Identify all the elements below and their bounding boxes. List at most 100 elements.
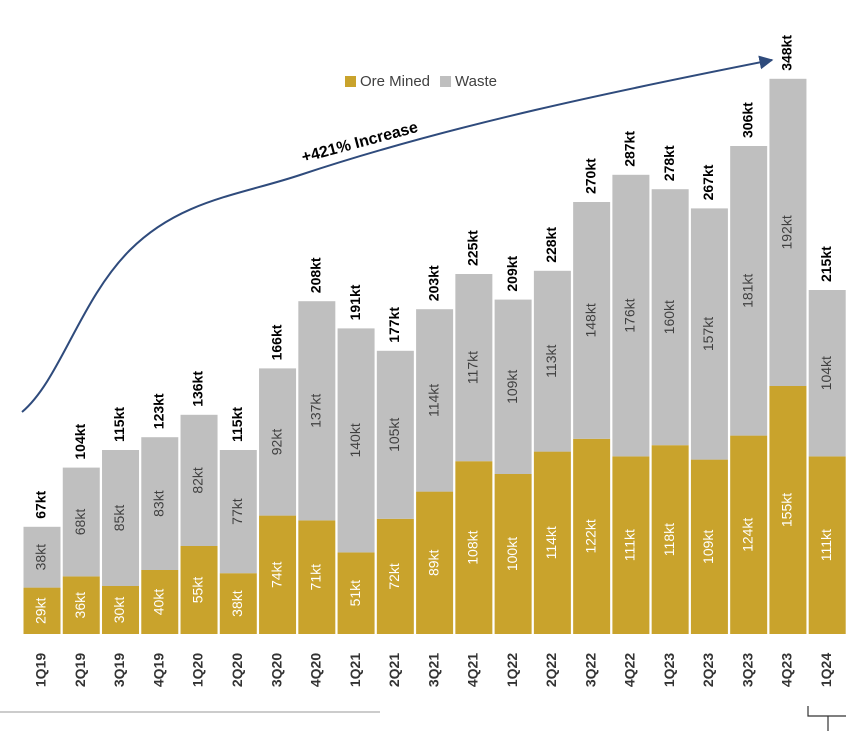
data-label: 38kt: [229, 590, 245, 617]
x-tick-label: 4Q20: [308, 653, 324, 687]
x-tick-label: 3Q21: [425, 653, 441, 687]
data-label: 105kt: [386, 418, 402, 452]
x-tick-label: 3Q22: [582, 653, 598, 687]
x-tick-label: 3Q19: [111, 653, 127, 687]
total-label: 270kt: [582, 158, 598, 194]
data-label: 55kt: [190, 577, 206, 604]
bar-segment: [612, 174, 650, 457]
data-label: 92kt: [268, 429, 284, 456]
data-label: 36kt: [72, 592, 88, 619]
bar-segment: [533, 451, 571, 634]
bar-segment: [219, 450, 257, 574]
data-label: 109kt: [504, 370, 520, 404]
x-tick-label: 3Q20: [268, 653, 284, 687]
bar-segment: [494, 299, 532, 474]
data-label: 181kt: [739, 274, 755, 308]
bar-segment: [376, 350, 414, 519]
x-tick-label: 1Q22: [504, 653, 520, 687]
bar-segment: [808, 456, 846, 634]
data-label: 40kt: [150, 589, 166, 616]
bar-segment: [573, 438, 611, 634]
data-label: 160kt: [661, 300, 677, 334]
bar-segment: [62, 576, 100, 634]
bar-segment: [376, 518, 414, 634]
x-tick-label: 4Q23: [779, 653, 795, 687]
x-tick-label: 1Q24: [818, 653, 834, 687]
total-label: 177kt: [386, 307, 402, 343]
x-tick-label: 1Q20: [190, 653, 206, 687]
bar-segment: [808, 290, 846, 457]
x-tick-label: 1Q19: [33, 653, 49, 687]
data-label: 117kt: [465, 351, 481, 384]
data-label: 29kt: [33, 597, 49, 624]
data-label: 155kt: [779, 493, 795, 527]
total-label: 267kt: [700, 164, 716, 200]
data-label: 122kt: [582, 519, 598, 553]
total-label: 115kt: [111, 407, 127, 442]
legend-label: Waste: [455, 73, 497, 90]
legend-swatch: [345, 76, 356, 87]
x-tick-label: 1Q23: [661, 653, 677, 687]
data-label: 148kt: [582, 303, 598, 337]
total-label: 67kt: [33, 490, 49, 518]
total-label: 215kt: [818, 246, 834, 282]
bar-segment: [416, 309, 454, 492]
x-tick-label: 2Q19: [72, 653, 88, 687]
data-label: 74kt: [268, 561, 284, 588]
data-label: 157kt: [700, 317, 716, 351]
x-tick-label: 2Q20: [229, 653, 245, 687]
bar-segment: [259, 368, 297, 516]
data-label: 124kt: [739, 518, 755, 552]
bar-segment: [730, 435, 768, 634]
data-label: 71kt: [308, 564, 324, 591]
data-label: 104kt: [818, 356, 834, 390]
total-label: 191kt: [347, 284, 363, 320]
x-tick-label: 4Q21: [465, 653, 481, 687]
bar-segment: [651, 189, 689, 446]
bar-segment: [730, 146, 768, 436]
data-label: 118kt: [661, 523, 677, 556]
bar-segment: [769, 386, 807, 634]
bar-segment: [102, 586, 140, 634]
total-label: 166kt: [268, 324, 284, 360]
x-tick-label: 3Q23: [739, 653, 755, 687]
bar-segment: [769, 78, 807, 387]
data-label: 114kt: [425, 384, 441, 417]
total-label: 115kt: [229, 407, 245, 442]
bar-segment: [219, 573, 257, 634]
data-label: 111kt: [622, 529, 638, 561]
annotation: +421% Increase: [300, 119, 420, 166]
total-label: 123kt: [150, 393, 166, 429]
bar-segment: [455, 461, 493, 634]
x-tick-label: 2Q21: [386, 653, 402, 687]
total-label: 228kt: [543, 227, 559, 263]
bar-segment: [102, 450, 140, 586]
bar-segment: [337, 328, 375, 553]
x-tick-label: 2Q23: [700, 653, 716, 687]
bar-segment: [690, 459, 728, 634]
bar-segment: [23, 526, 61, 588]
legend-swatch: [440, 76, 452, 87]
bar-segment: [651, 445, 689, 634]
bar-segment: [259, 515, 297, 634]
x-tick-label: 1Q21: [347, 653, 363, 687]
data-label: 72kt: [386, 563, 402, 590]
data-label: 82kt: [190, 467, 206, 494]
total-label: 136kt: [190, 371, 206, 407]
x-tick-label: 4Q22: [622, 653, 638, 687]
bar-segment: [298, 520, 336, 634]
total-label: 278kt: [661, 145, 677, 181]
data-label: 38kt: [33, 544, 49, 571]
data-label: 51kt: [347, 580, 363, 607]
total-label: 209kt: [504, 255, 520, 291]
bar-segment: [141, 437, 179, 570]
bar-segment: [23, 587, 61, 634]
data-label: 100kt: [504, 537, 520, 571]
x-tick-label: 4Q19: [150, 653, 166, 687]
data-label: 140kt: [347, 423, 363, 457]
bar-segment: [416, 491, 454, 634]
total-label: 225kt: [465, 230, 481, 266]
data-label: 176kt: [622, 298, 638, 332]
data-label: 114kt: [543, 526, 559, 559]
